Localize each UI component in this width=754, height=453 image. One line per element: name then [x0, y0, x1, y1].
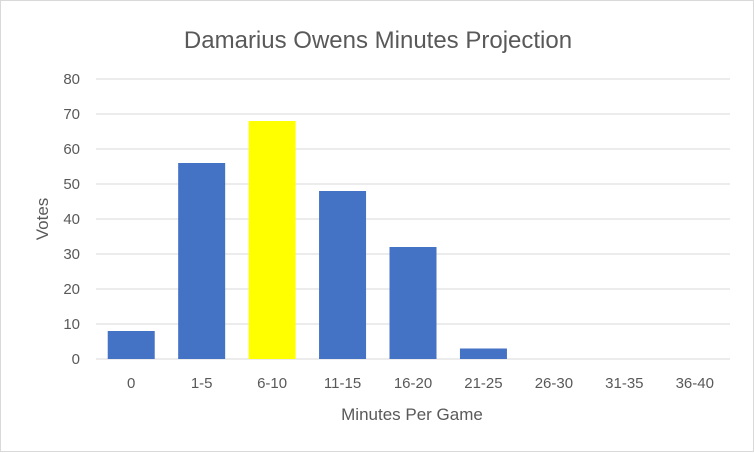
y-tick-label: 50 [63, 176, 80, 193]
y-tick-label: 20 [63, 281, 80, 298]
bar [459, 348, 507, 359]
bar [389, 247, 437, 359]
x-tick-labels: 0 1-5 6-10 11-15 16-20 21-25 26-30 31-35 36-40 [127, 375, 714, 392]
x-axis-label: Minutes Per Game [341, 405, 483, 424]
y-tick-label: 40 [63, 211, 80, 228]
bar [319, 191, 367, 359]
y-tick-label: 10 [63, 316, 80, 333]
y-tick-labels: 0 10 20 30 40 50 60 70 80 [63, 71, 80, 368]
y-tick-label: 60 [63, 141, 80, 158]
bar [248, 121, 296, 359]
bar [107, 331, 155, 359]
x-tick-label: 26-30 [535, 375, 573, 392]
x-tick-label: 16-20 [394, 375, 432, 392]
x-tick-label: 11-15 [324, 375, 361, 392]
y-tick-label: 70 [63, 106, 80, 123]
x-tick-label: 36-40 [676, 375, 714, 392]
bar [178, 163, 226, 359]
y-tick-label: 80 [63, 71, 80, 88]
y-tick-label: 0 [72, 351, 80, 368]
x-tick-label: 31-35 [605, 375, 643, 392]
x-tick-label: 0 [127, 375, 135, 392]
chart-title: Damarius Owens Minutes Projection [184, 27, 572, 54]
x-tick-label: 21-25 [464, 375, 502, 392]
y-tick-label: 30 [63, 246, 80, 263]
y-axis-label: Votes [33, 198, 52, 241]
x-tick-label: 1-5 [191, 375, 213, 392]
bars [107, 121, 507, 359]
x-tick-label: 6-10 [257, 375, 287, 392]
